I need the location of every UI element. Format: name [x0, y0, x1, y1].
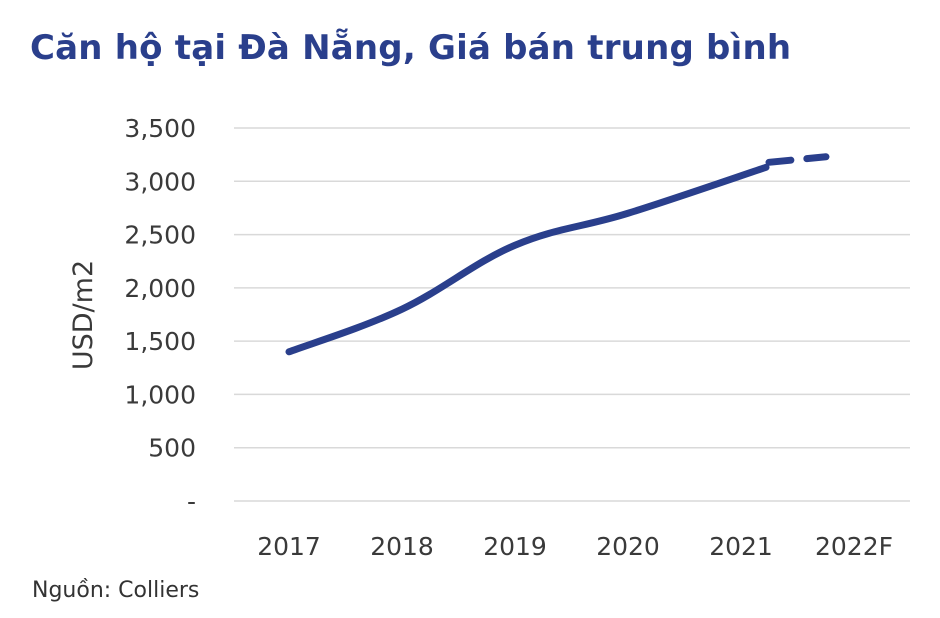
y-tick-label: 1,500 — [124, 327, 196, 356]
y-tick-label: 500 — [148, 434, 196, 463]
y-tick-label: 2,500 — [124, 221, 196, 250]
x-tick-label: 2018 — [370, 532, 434, 561]
y-tick-label: 2,000 — [124, 274, 196, 303]
y-tick-label: - — [187, 487, 196, 516]
x-tick-label: 2020 — [596, 532, 660, 561]
price-line — [285, 163, 770, 356]
y-tick-label: 3,500 — [124, 114, 196, 143]
series-lines — [285, 153, 830, 356]
forecast-line — [765, 153, 830, 166]
y-tick-label: 1,000 — [124, 380, 196, 409]
y-axis-ticks: - 500 1,000 1,500 2,000 2,500 3,000 3,500 — [124, 114, 196, 516]
x-tick-label: 2019 — [483, 532, 547, 561]
gridlines — [234, 127, 910, 502]
x-tick-label: 2021 — [709, 532, 773, 561]
x-tick-label: 2017 — [257, 532, 321, 561]
y-axis-label: USD/m2 — [68, 260, 99, 370]
x-tick-label: 2022F — [815, 532, 893, 561]
chart-title: Căn hộ tại Đà Nẵng, Giá bán trung bình — [30, 28, 792, 68]
source-note: Nguồn: Colliers — [32, 578, 200, 603]
x-axis-ticks: 2017 2018 2019 2020 2021 2022F — [257, 532, 893, 561]
y-tick-label: 3,000 — [124, 167, 196, 196]
